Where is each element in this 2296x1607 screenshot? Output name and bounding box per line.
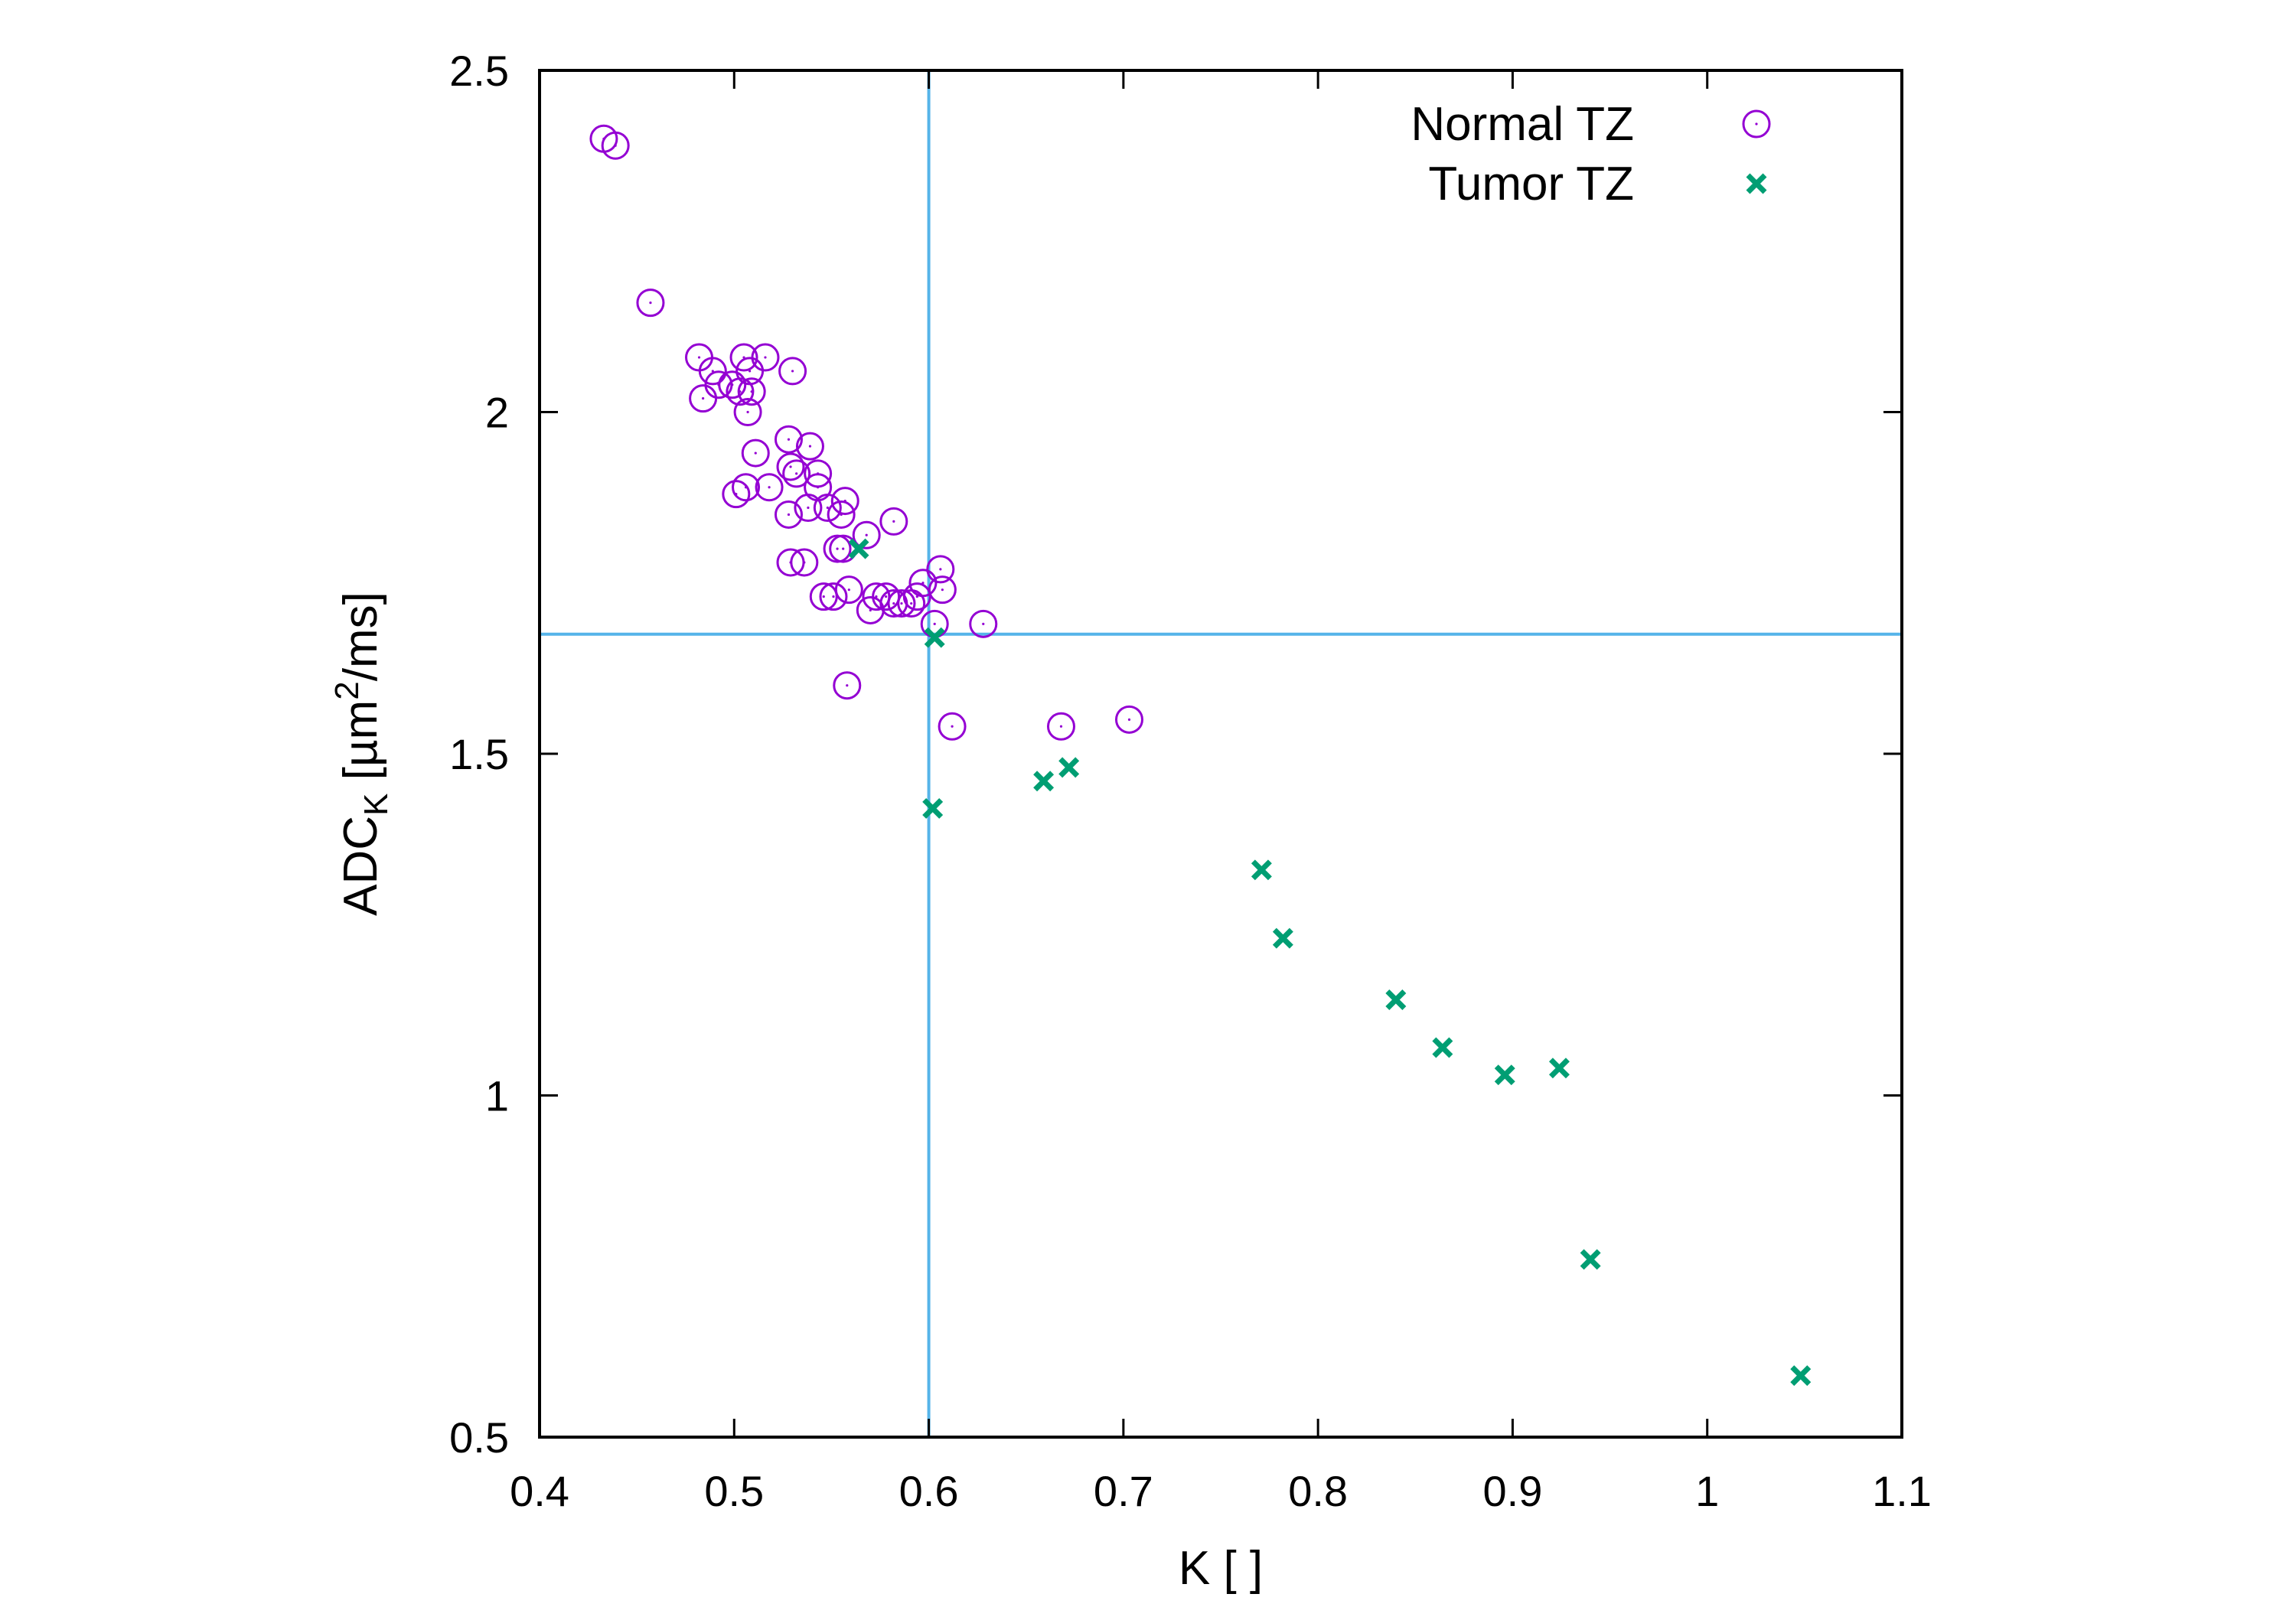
axis-ticks <box>538 69 1903 1439</box>
point-circle <box>790 548 819 577</box>
point-circle <box>732 473 761 502</box>
point-circle <box>741 438 770 468</box>
y-tick-label: 0.5 <box>449 1413 509 1462</box>
point-x <box>1580 1249 1601 1270</box>
point-circle <box>685 343 714 372</box>
y-axis-title-base: ADC <box>334 816 387 916</box>
point-circle <box>819 582 848 611</box>
point-circle <box>879 507 908 536</box>
y-axis-title-unit-post: /ms] <box>334 592 387 681</box>
point-x <box>1385 989 1407 1010</box>
point-circle <box>795 432 824 461</box>
point-circle <box>813 494 842 523</box>
point-circle <box>1046 712 1075 741</box>
point-circle <box>1114 705 1143 734</box>
point-x <box>1058 757 1080 778</box>
legend: Normal TZ Tumor TZ <box>1411 98 1771 210</box>
point-x <box>924 627 945 648</box>
point-circle <box>834 575 863 605</box>
point-circle <box>636 288 665 318</box>
point-x <box>1432 1037 1453 1058</box>
point-circle <box>755 473 784 502</box>
x-tick-label: 0.9 <box>1482 1467 1542 1515</box>
x-tick-label: 0.5 <box>704 1467 764 1515</box>
y-axis-title-superscript: 2 <box>328 681 366 699</box>
x-tick-label: 0.8 <box>1288 1467 1348 1515</box>
y-tick-label: 2.5 <box>449 47 509 95</box>
point-circle <box>778 357 807 386</box>
point-x <box>848 538 869 559</box>
point-circle <box>908 569 938 598</box>
x-tick-label: 0.4 <box>510 1467 569 1515</box>
point-circle <box>774 500 803 529</box>
axis-tick-labels: 0.4 0.5 0.6 0.7 0.8 0.9 1 1.10.511.522.5 <box>449 47 1932 1515</box>
point-circle <box>689 384 718 413</box>
series-1 <box>589 124 1143 741</box>
y-axis-title: ADCK [µm2/ms] <box>328 592 395 916</box>
point-circle <box>852 520 881 549</box>
point-circle <box>887 589 916 618</box>
point-circle <box>938 712 967 741</box>
point-x <box>922 797 944 819</box>
legend-label: Tumor TZ <box>1428 158 1634 210</box>
point-circle <box>823 534 852 563</box>
point-circle <box>928 575 957 605</box>
legend-marker-circle <box>1742 109 1771 139</box>
point-x <box>1548 1058 1570 1079</box>
point-x <box>1494 1064 1515 1086</box>
y-tick-label: 1 <box>485 1072 509 1120</box>
y-axis-title-subscript: K <box>357 794 395 816</box>
point-circle <box>733 398 762 426</box>
y-tick-label: 2 <box>485 389 509 437</box>
point-circle <box>737 377 766 406</box>
point-circle <box>782 459 811 488</box>
point-circle <box>794 494 823 523</box>
x-tick-label: 0.6 <box>899 1467 959 1515</box>
point-x <box>1251 859 1272 881</box>
point-circle <box>804 473 833 502</box>
series-2 <box>848 538 1812 1387</box>
point-circle <box>926 555 955 584</box>
point-x <box>1790 1365 1812 1387</box>
reference-lines <box>540 70 1902 1437</box>
x-tick-label: 0.7 <box>1094 1467 1153 1515</box>
point-circle <box>751 343 780 372</box>
x-tick-label: 1.1 <box>1872 1467 1932 1515</box>
point-circle <box>833 671 862 700</box>
point-circle <box>830 487 859 516</box>
point-circle <box>776 452 805 481</box>
legend-label: Normal TZ <box>1411 98 1634 151</box>
point-circle <box>601 131 630 160</box>
point-circle <box>969 609 998 638</box>
plot-frame <box>538 69 1903 1439</box>
point-x <box>1272 927 1293 949</box>
point-circle <box>718 370 747 399</box>
x-tick-label: 1 <box>1695 1467 1719 1515</box>
point-circle <box>774 425 803 454</box>
data-points <box>589 124 1812 1387</box>
x-axis-title: K [ ] <box>1179 1542 1263 1595</box>
legend-marker-x <box>1746 173 1767 194</box>
y-tick-label: 1.5 <box>449 730 509 778</box>
y-axis-title-unit-pre: [µm <box>334 700 387 794</box>
point-x <box>1033 771 1055 792</box>
